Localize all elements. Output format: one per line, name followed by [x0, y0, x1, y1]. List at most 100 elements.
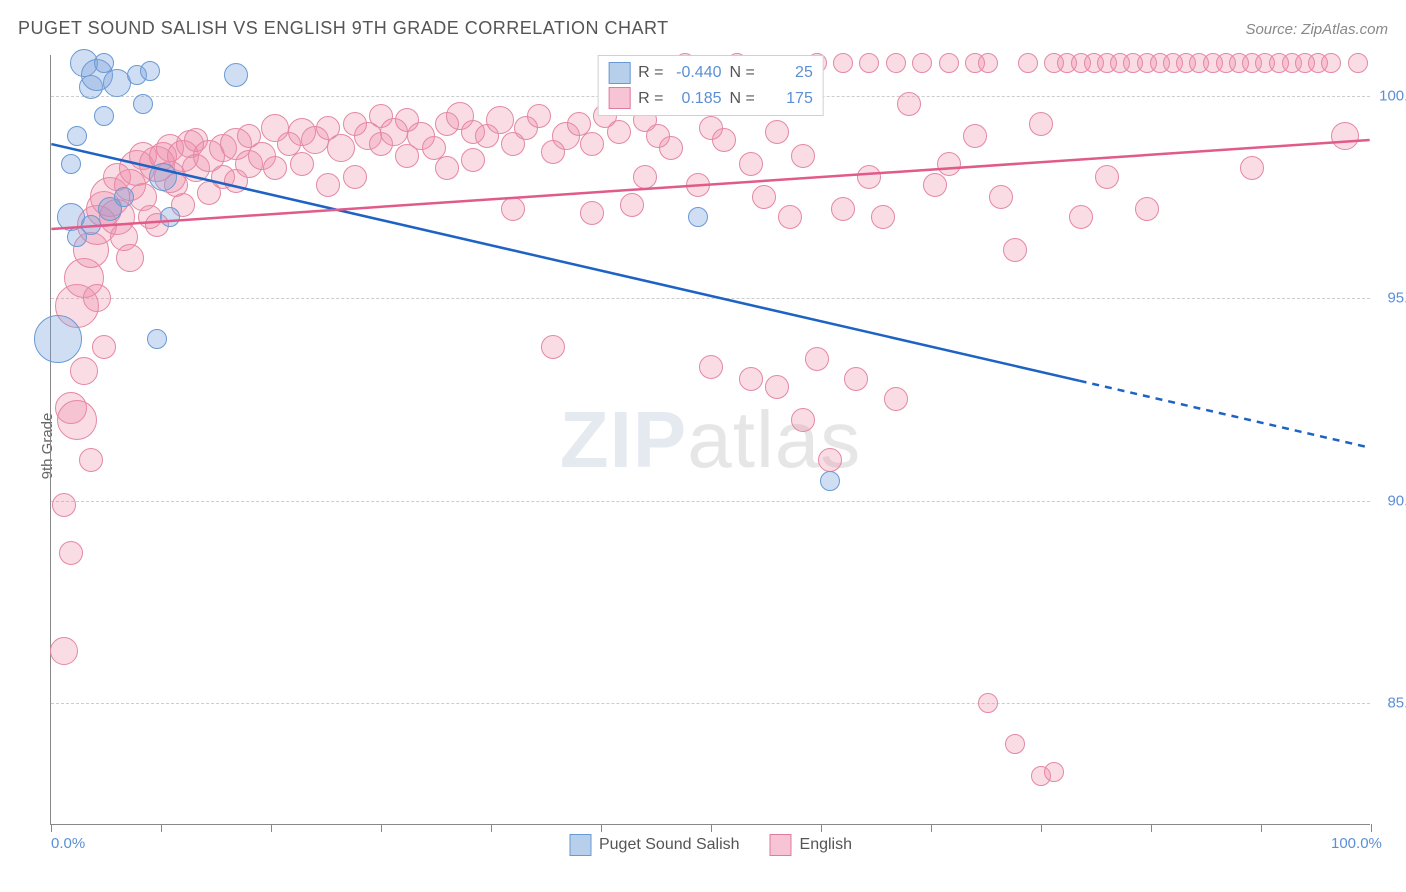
- data-point: [620, 193, 644, 217]
- swatch-english-icon: [770, 834, 792, 856]
- x-tick: [271, 824, 272, 832]
- data-point: [83, 284, 111, 312]
- y-tick-label: 90.0%: [1387, 492, 1406, 509]
- data-point: [1044, 762, 1064, 782]
- y-tick-label: 85.0%: [1387, 695, 1406, 712]
- gridline: [51, 703, 1370, 704]
- data-point: [1331, 122, 1359, 150]
- x-tick: [161, 824, 162, 832]
- data-point: [486, 106, 514, 134]
- gridline: [51, 501, 1370, 502]
- data-point: [1069, 205, 1093, 229]
- legend-item-english: English: [770, 834, 852, 856]
- data-point: [831, 197, 855, 221]
- data-point: [501, 197, 525, 221]
- data-point: [939, 53, 959, 73]
- data-point: [343, 165, 367, 189]
- data-point: [820, 471, 840, 491]
- data-point: [34, 315, 82, 363]
- data-point: [818, 448, 842, 472]
- data-point: [963, 124, 987, 148]
- data-point: [61, 154, 81, 174]
- data-point: [859, 53, 879, 73]
- x-tick: [51, 824, 52, 832]
- data-point: [805, 347, 829, 371]
- data-point: [871, 205, 895, 229]
- data-point: [1321, 53, 1341, 73]
- correlation-legend: R = -0.440 N = 25 R = 0.185 N = 175: [597, 55, 824, 116]
- data-point: [633, 165, 657, 189]
- data-point: [937, 152, 961, 176]
- series-name-salish: Puget Sound Salish: [599, 836, 740, 854]
- watermark: ZIPatlas: [560, 394, 861, 486]
- watermark-bold: ZIP: [560, 395, 687, 484]
- x-tick: [1041, 824, 1042, 832]
- r-label: R =: [638, 60, 663, 86]
- data-point: [140, 61, 160, 81]
- scatter-plot: ZIPatlas R = -0.440 N = 25 R = 0.185 N =…: [50, 55, 1370, 825]
- data-point: [160, 207, 180, 227]
- data-point: [133, 94, 153, 114]
- swatch-salish: [608, 62, 630, 84]
- series-legend: Puget Sound Salish English: [569, 834, 852, 856]
- y-tick-label: 100.0%: [1379, 87, 1406, 104]
- x-tick: [711, 824, 712, 832]
- data-point: [327, 134, 355, 162]
- data-point: [92, 335, 116, 359]
- data-point: [659, 136, 683, 160]
- data-point: [1003, 238, 1027, 262]
- swatch-english: [608, 87, 630, 109]
- gridline: [51, 298, 1370, 299]
- data-point: [580, 201, 604, 225]
- data-point: [686, 173, 710, 197]
- data-point: [1005, 734, 1025, 754]
- data-point: [1240, 156, 1264, 180]
- y-tick-label: 95.0%: [1387, 290, 1406, 307]
- data-point: [739, 367, 763, 391]
- data-point: [67, 126, 87, 146]
- data-point: [1348, 53, 1368, 73]
- legend-row-english: R = 0.185 N = 175: [608, 86, 813, 112]
- data-point: [857, 165, 881, 189]
- x-tick: [1371, 824, 1372, 832]
- data-point: [765, 375, 789, 399]
- data-point: [316, 173, 340, 197]
- data-point: [70, 357, 98, 385]
- x-tick: [821, 824, 822, 832]
- data-point: [461, 148, 485, 172]
- x-tick: [931, 824, 932, 832]
- data-point: [833, 53, 853, 73]
- data-point: [886, 53, 906, 73]
- r-value-salish: -0.440: [672, 60, 722, 86]
- data-point: [147, 329, 167, 349]
- data-point: [541, 335, 565, 359]
- data-point: [263, 156, 287, 180]
- data-point: [1029, 112, 1053, 136]
- x-tick: [491, 824, 492, 832]
- data-point: [791, 144, 815, 168]
- r-label: R =: [638, 86, 663, 112]
- data-point: [224, 63, 248, 87]
- data-point: [778, 205, 802, 229]
- n-label: N =: [730, 60, 755, 86]
- data-point: [978, 53, 998, 73]
- data-point: [607, 120, 631, 144]
- data-point: [435, 156, 459, 180]
- data-point: [923, 173, 947, 197]
- x-tick: [601, 824, 602, 832]
- data-point: [752, 185, 776, 209]
- legend-item-salish: Puget Sound Salish: [569, 834, 740, 856]
- n-value-english: 175: [763, 86, 813, 112]
- data-point: [688, 207, 708, 227]
- data-point: [978, 693, 998, 713]
- data-point: [527, 104, 551, 128]
- data-point: [1018, 53, 1038, 73]
- data-point: [712, 128, 736, 152]
- legend-row-salish: R = -0.440 N = 25: [608, 60, 813, 86]
- data-point: [844, 367, 868, 391]
- data-point: [580, 132, 604, 156]
- data-point: [81, 215, 101, 235]
- data-point: [59, 541, 83, 565]
- data-point: [699, 355, 723, 379]
- x-tick: [381, 824, 382, 832]
